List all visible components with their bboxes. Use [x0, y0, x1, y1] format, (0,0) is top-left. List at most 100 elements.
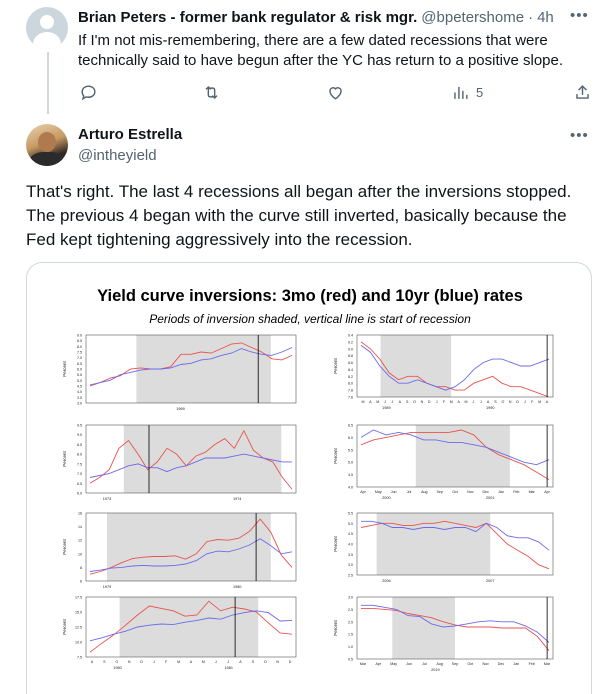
plot-frame	[356, 334, 554, 398]
x-tick-label: D	[289, 660, 292, 664]
y-tick-label: 12	[78, 539, 82, 543]
y-axis-label: Percent	[333, 619, 338, 635]
blue-series-line	[89, 538, 293, 572]
author-handle[interactable]: @bpetershome	[421, 9, 525, 26]
x-tick-label: D	[516, 400, 519, 404]
y-tick-label: 7.6	[348, 396, 353, 400]
views-count: 5	[476, 85, 484, 100]
x-tick-label: Apr	[376, 662, 382, 666]
like-button[interactable]	[326, 83, 345, 102]
y-tick-label: 1.5	[348, 633, 353, 637]
y-tick-label: 6.5	[77, 482, 82, 486]
y-tick-label: 3.5	[77, 396, 82, 400]
x-tick-label: Oct	[468, 662, 474, 666]
red-series-line	[360, 429, 550, 480]
x-tick-label: J	[480, 400, 482, 404]
blue-series-line	[360, 429, 550, 466]
red-series-line	[89, 600, 293, 653]
x-tick-label: J	[473, 400, 475, 404]
y-axis-label: Percent	[333, 357, 338, 373]
avatar[interactable]	[26, 124, 68, 166]
views-icon	[454, 86, 468, 99]
inversion-shade	[392, 597, 455, 659]
x-tick-label: F	[531, 400, 534, 404]
y-tick-label: 9.0	[348, 347, 353, 351]
x-tick-label: Jul	[407, 490, 412, 494]
author-handle[interactable]: @intheyield	[78, 147, 157, 164]
plot-frame	[85, 334, 297, 404]
inversion-shade	[107, 513, 271, 581]
x-tick-label: O	[501, 400, 504, 404]
x-tick-label: O	[413, 400, 416, 404]
y-tick-label: 5.0	[348, 522, 353, 526]
tweet-media-image[interactable]: Yield curve inversions: 3mo (red) and 10…	[26, 262, 592, 694]
x-tick-label: Oct	[452, 490, 458, 494]
x-tick-label: A	[91, 660, 94, 664]
more-icon[interactable]: •••	[570, 7, 589, 24]
x-tick-label: F	[165, 660, 168, 664]
author-name[interactable]: Brian Peters - former bank regulator & r…	[78, 9, 418, 26]
x-tick-label: F	[443, 400, 446, 404]
retweet-button[interactable]	[202, 83, 221, 102]
x-tick-label: M	[376, 400, 379, 404]
y-tick-label: 6.5	[77, 362, 82, 366]
y-tick-label: 8.0	[77, 453, 82, 457]
x-tick-label: A	[546, 400, 549, 404]
x-tick-label: M	[538, 400, 541, 404]
tweet-time[interactable]: 4h	[537, 9, 554, 26]
y-tick-label: 4.5	[348, 532, 353, 536]
author-name[interactable]: Arturo Estrella	[78, 126, 183, 143]
y-tick-label: 5.5	[348, 448, 353, 452]
x-tick-label: A	[239, 660, 242, 664]
avatar[interactable]	[26, 7, 68, 49]
y-tick-label: 8.2	[348, 375, 353, 379]
x-tick-label: J	[227, 660, 229, 664]
blue-series-line	[361, 520, 550, 551]
y-axis-label: Percent	[62, 360, 67, 376]
x-tick-label: Sep	[452, 662, 458, 666]
views-button[interactable]: 5	[451, 83, 483, 102]
x-year-label: 2007	[486, 579, 494, 583]
reply-button[interactable]	[79, 83, 98, 102]
y-tick-label: 4.0	[348, 543, 353, 547]
x-tick-label: N	[128, 660, 131, 664]
x-year-label: 1981	[225, 666, 233, 670]
x-tick-label: Apr	[360, 490, 366, 494]
y-tick-label: 10	[78, 552, 82, 556]
y-tick-label: 7.0	[77, 356, 82, 360]
x-tick-label: May	[375, 490, 382, 494]
x-tick-label: M	[362, 400, 365, 404]
x-year-label: 1980	[113, 666, 121, 670]
red-series-line	[360, 341, 550, 398]
y-tick-label: 9.5	[77, 424, 82, 428]
x-tick-label: A	[399, 400, 402, 404]
figure-title: Yield curve inversions: 3mo (red) and 10…	[97, 287, 523, 305]
tweet-text: That's right. The last 4 recessions all …	[26, 182, 572, 249]
plot-frame	[85, 424, 297, 494]
y-tick-label: 8.8	[348, 354, 353, 358]
y-tick-label: 3.0	[348, 596, 353, 600]
y-tick-label: 4.0	[348, 486, 353, 490]
x-tick-label: J	[524, 400, 526, 404]
y-tick-label: 4.5	[348, 473, 353, 477]
share-button[interactable]	[573, 83, 592, 102]
x-tick-label: Feb	[529, 662, 535, 666]
x-tick-label: Jan	[498, 490, 504, 494]
y-tick-label: 6.0	[77, 368, 82, 372]
x-tick-label: J	[215, 660, 217, 664]
y-tick-label: 7.5	[77, 351, 82, 355]
x-year-label: 1990	[486, 406, 494, 410]
x-tick-label: Mar	[360, 662, 367, 666]
y-tick-label: 8.5	[77, 443, 82, 447]
more-icon[interactable]: •••	[570, 127, 589, 144]
x-year-label: 2019	[431, 668, 439, 672]
x-tick-label: S	[252, 660, 255, 664]
y-tick-label: 9.0	[77, 433, 82, 437]
default-avatar-icon	[40, 15, 54, 29]
x-tick-label: Nov	[482, 662, 489, 666]
y-tick-label: 3.0	[77, 402, 82, 406]
x-tick-label: Aug	[421, 490, 427, 494]
y-tick-label: 7.5	[77, 462, 82, 466]
blue-series-line	[89, 453, 292, 478]
y-axis-label: Percent	[62, 618, 67, 634]
